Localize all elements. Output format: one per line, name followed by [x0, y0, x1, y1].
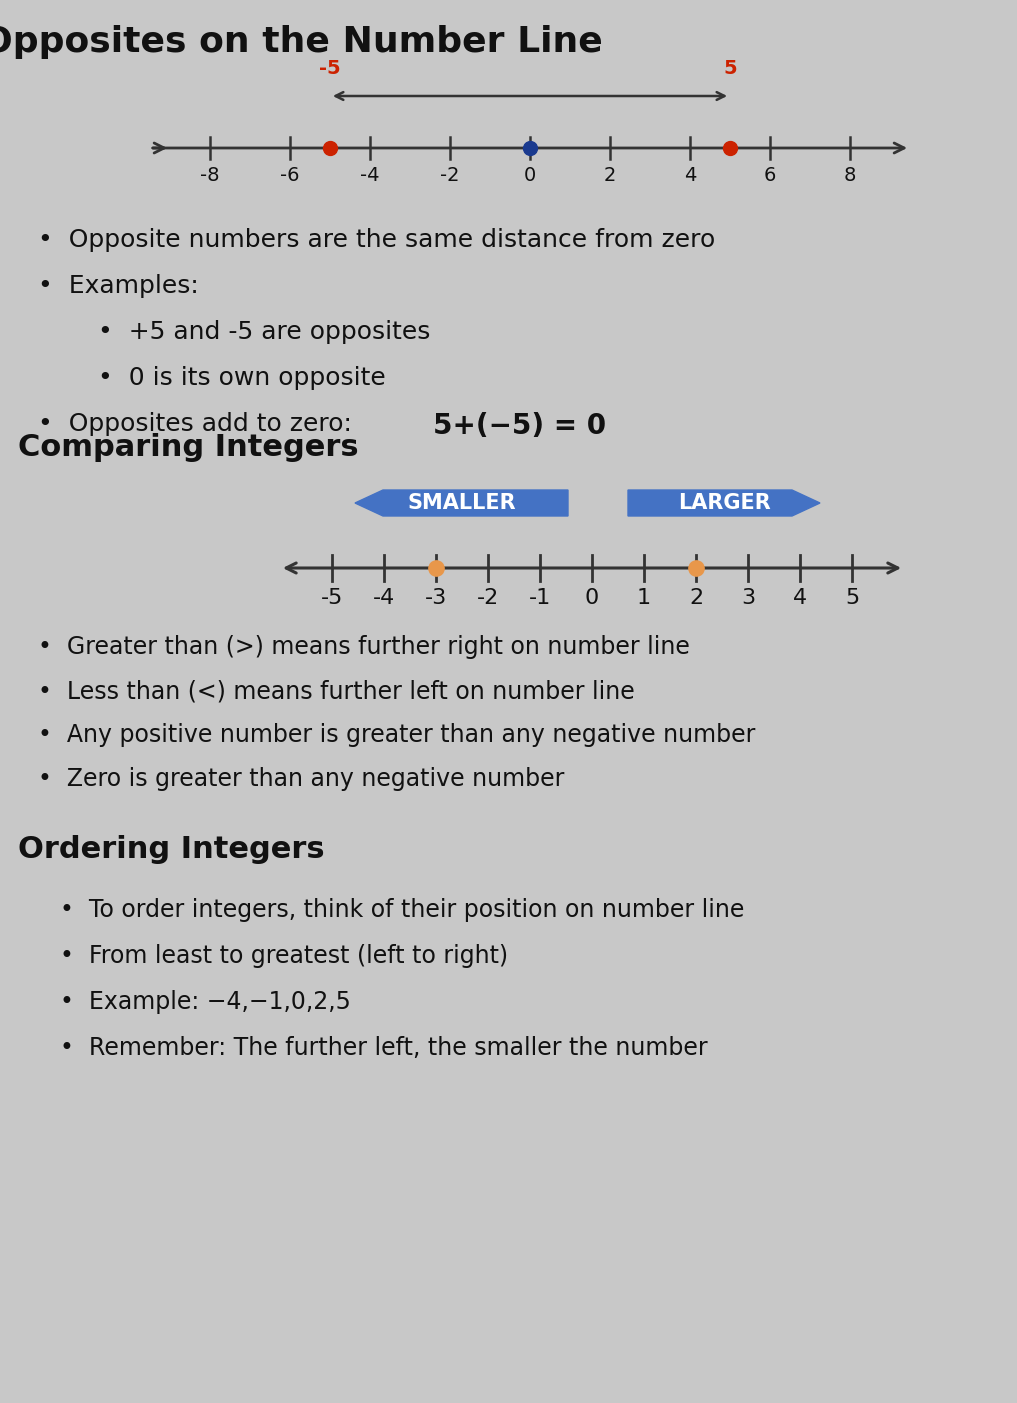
Text: -6: -6 [281, 166, 300, 185]
Text: •  Examples:: • Examples: [38, 274, 198, 297]
Text: •  To order integers, think of their position on number line: • To order integers, think of their posi… [60, 898, 744, 922]
FancyArrow shape [355, 490, 569, 516]
Text: 0: 0 [585, 588, 599, 607]
Text: SMALLER: SMALLER [407, 492, 516, 513]
Text: 5+(−5) = 0: 5+(−5) = 0 [433, 412, 606, 441]
Text: •  Less than (<) means further left on number line: • Less than (<) means further left on nu… [38, 679, 635, 703]
Text: 4: 4 [793, 588, 807, 607]
Text: 5: 5 [845, 588, 859, 607]
Text: -2: -2 [477, 588, 499, 607]
Text: 8: 8 [844, 166, 856, 185]
Text: 6: 6 [764, 166, 776, 185]
Text: 2: 2 [604, 166, 616, 185]
Text: -5: -5 [320, 588, 343, 607]
Text: •  Example: −4,−1,0,2,5: • Example: −4,−1,0,2,5 [60, 991, 351, 1014]
FancyArrow shape [629, 490, 820, 516]
Text: -2: -2 [440, 166, 460, 185]
Text: -1: -1 [529, 588, 551, 607]
Text: •  Any positive number is greater than any negative number: • Any positive number is greater than an… [38, 723, 756, 746]
Text: -3: -3 [425, 588, 447, 607]
Text: -8: -8 [200, 166, 220, 185]
Text: 0: 0 [524, 166, 536, 185]
Text: 5: 5 [723, 59, 736, 79]
Text: 4: 4 [683, 166, 697, 185]
Text: Ordering Integers: Ordering Integers [18, 835, 324, 864]
Text: •  Opposites add to zero:: • Opposites add to zero: [38, 412, 360, 436]
Text: -4: -4 [360, 166, 379, 185]
Text: 1: 1 [637, 588, 651, 607]
Text: •  0 is its own opposite: • 0 is its own opposite [98, 366, 385, 390]
Text: •  Opposite numbers are the same distance from zero: • Opposite numbers are the same distance… [38, 229, 715, 253]
Text: 3: 3 [741, 588, 755, 607]
Text: •  +5 and -5 are opposites: • +5 and -5 are opposites [98, 320, 430, 344]
Text: LARGER: LARGER [677, 492, 770, 513]
Text: -5: -5 [319, 59, 341, 79]
Text: 2: 2 [689, 588, 703, 607]
Text: •  From least to greatest (left to right): • From least to greatest (left to right) [60, 944, 508, 968]
Text: Opposites on the Number Line: Opposites on the Number Line [0, 25, 603, 59]
Text: •  Greater than (>) means further right on number line: • Greater than (>) means further right o… [38, 636, 690, 659]
Text: •  Zero is greater than any negative number: • Zero is greater than any negative numb… [38, 767, 564, 791]
Text: Comparing Integers: Comparing Integers [18, 434, 359, 462]
Text: •  Remember: The further left, the smaller the number: • Remember: The further left, the smalle… [60, 1035, 708, 1061]
Text: -4: -4 [373, 588, 396, 607]
